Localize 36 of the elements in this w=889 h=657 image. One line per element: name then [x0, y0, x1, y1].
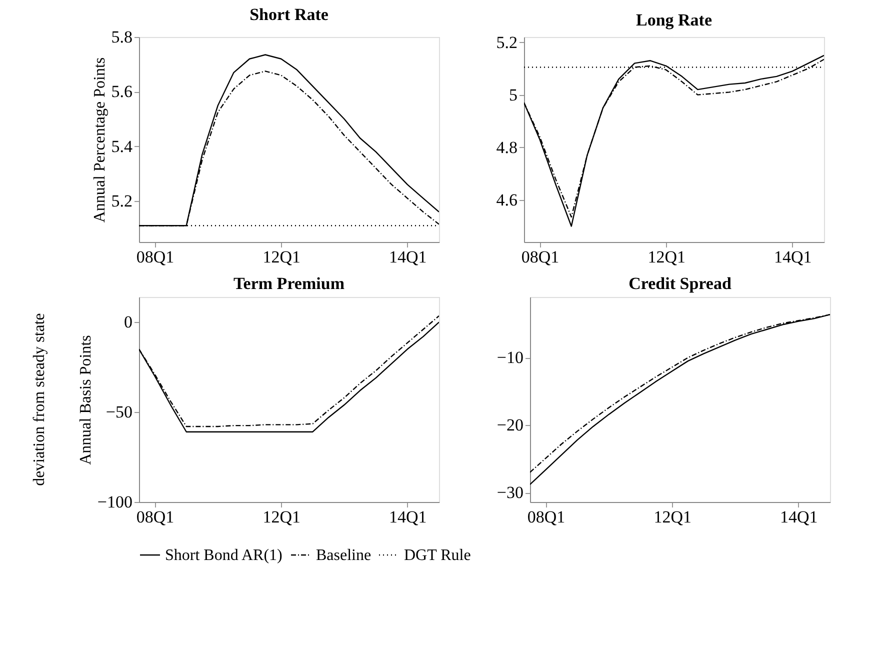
- y-tick-label: 5.8: [111, 28, 132, 46]
- y-tick-label: 5.2: [496, 32, 518, 52]
- y-tick-label: 4.6: [496, 190, 518, 210]
- legend-label: Short Bond AR(1): [165, 547, 282, 564]
- legend-label: Baseline: [316, 547, 372, 564]
- x-tick-label: 12Q1: [648, 248, 686, 266]
- x-tick-label: 12Q1: [654, 508, 692, 526]
- y-tick-label: 5.4: [111, 136, 133, 156]
- y-tick-label: −50: [106, 402, 132, 422]
- x-tick-label: 08Q1: [136, 508, 174, 526]
- x-tick-label: 12Q1: [262, 508, 300, 526]
- y-tick-label: −10: [496, 348, 524, 368]
- y-tick-label: 5.6: [111, 82, 132, 102]
- chart-title: Long Rate: [636, 10, 712, 30]
- y-tick-label: 5: [509, 85, 518, 104]
- x-tick-label: 14Q1: [389, 248, 427, 266]
- y-tick-label: 5.2: [111, 192, 132, 210]
- y-axis-title: Annual Percentage Points: [91, 57, 108, 223]
- x-tick-label: 08Q1: [521, 248, 560, 266]
- y-axis-title: Annual Basis Points: [77, 335, 94, 465]
- y-tick-label: −20: [496, 416, 524, 435]
- chart-title: Term Premium: [234, 274, 344, 293]
- x-tick-label: 08Q1: [136, 248, 174, 266]
- x-tick-label: 14Q1: [774, 248, 812, 266]
- y-tick-label: −30: [496, 483, 524, 502]
- y-tick-label: 0: [124, 312, 132, 332]
- x-tick-label: 14Q1: [389, 508, 427, 526]
- x-tick-label: 14Q1: [780, 508, 818, 526]
- x-tick-label: 08Q1: [527, 508, 566, 526]
- y-tick-label: −100: [97, 492, 132, 512]
- x-tick-label: 12Q1: [262, 248, 300, 266]
- chart-title: Short Rate: [250, 5, 329, 24]
- chart-title: Credit Spread: [628, 274, 732, 293]
- legend-label: DGT Rule: [404, 547, 471, 564]
- text: deviation from steady state: [31, 313, 48, 486]
- y-tick-label: 4.8: [496, 138, 518, 157]
